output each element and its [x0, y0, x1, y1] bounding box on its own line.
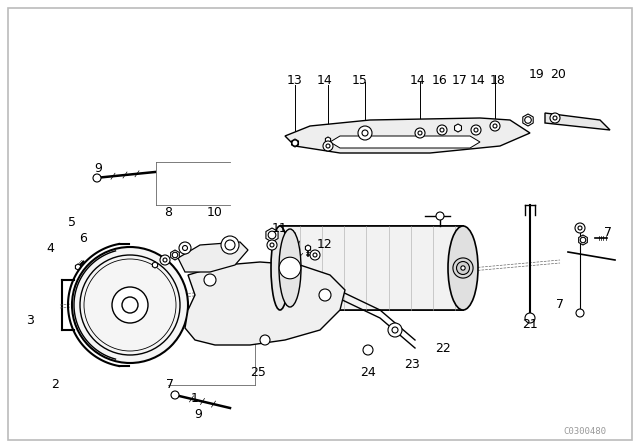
Circle shape	[553, 116, 557, 120]
Circle shape	[471, 125, 481, 135]
Circle shape	[204, 274, 216, 286]
Circle shape	[267, 240, 277, 250]
Circle shape	[72, 247, 188, 363]
Polygon shape	[454, 124, 461, 132]
Circle shape	[225, 240, 235, 250]
Circle shape	[122, 297, 138, 313]
Circle shape	[319, 289, 331, 301]
Bar	[280, 226, 463, 310]
Text: 9: 9	[94, 161, 102, 175]
Text: 1: 1	[191, 392, 199, 405]
Circle shape	[171, 391, 179, 399]
Text: 11: 11	[272, 221, 288, 234]
Text: 8: 8	[164, 206, 172, 219]
Text: 14: 14	[317, 73, 333, 86]
Text: 12: 12	[317, 238, 333, 251]
Polygon shape	[185, 262, 345, 345]
Polygon shape	[330, 136, 480, 148]
Polygon shape	[76, 264, 81, 270]
Text: 7: 7	[166, 379, 174, 392]
Ellipse shape	[271, 226, 289, 310]
Circle shape	[474, 128, 478, 132]
Circle shape	[362, 130, 368, 136]
Circle shape	[575, 223, 585, 233]
Circle shape	[392, 327, 398, 333]
Circle shape	[182, 246, 188, 250]
Circle shape	[326, 144, 330, 148]
Text: 20: 20	[550, 69, 566, 82]
Circle shape	[578, 226, 582, 230]
Circle shape	[493, 124, 497, 128]
Polygon shape	[152, 262, 157, 268]
Text: 7: 7	[604, 225, 612, 238]
Text: 23: 23	[404, 358, 420, 371]
Text: 17: 17	[452, 73, 468, 86]
Circle shape	[163, 258, 167, 262]
Polygon shape	[579, 235, 588, 245]
Circle shape	[550, 113, 560, 123]
Text: 24: 24	[360, 366, 376, 379]
Circle shape	[310, 250, 320, 260]
Text: 13: 13	[287, 73, 303, 86]
Circle shape	[437, 125, 447, 135]
Polygon shape	[523, 114, 533, 126]
Text: 25: 25	[250, 366, 266, 379]
Text: 14: 14	[470, 73, 486, 86]
Text: 5: 5	[68, 215, 76, 228]
Circle shape	[363, 345, 373, 355]
Text: 9: 9	[194, 409, 202, 422]
Ellipse shape	[448, 226, 478, 310]
Text: 3: 3	[26, 314, 34, 327]
Polygon shape	[292, 139, 298, 147]
Circle shape	[418, 131, 422, 135]
Circle shape	[93, 174, 101, 182]
Circle shape	[456, 262, 470, 275]
Polygon shape	[266, 228, 278, 242]
Text: 21: 21	[522, 319, 538, 332]
Circle shape	[221, 236, 239, 254]
Text: C0300480: C0300480	[563, 427, 607, 436]
Ellipse shape	[279, 229, 301, 307]
Circle shape	[260, 335, 270, 345]
Circle shape	[112, 287, 148, 323]
Polygon shape	[178, 242, 248, 272]
Circle shape	[358, 126, 372, 140]
Circle shape	[160, 255, 170, 265]
Text: 22: 22	[435, 341, 451, 354]
Text: 6: 6	[79, 232, 87, 245]
Circle shape	[440, 128, 444, 132]
Circle shape	[388, 323, 402, 337]
Circle shape	[292, 140, 298, 146]
Circle shape	[179, 242, 191, 254]
Text: 7: 7	[556, 298, 564, 311]
Circle shape	[576, 309, 584, 317]
Circle shape	[453, 258, 473, 278]
Text: 15: 15	[352, 73, 368, 86]
Circle shape	[415, 128, 425, 138]
Polygon shape	[325, 137, 331, 143]
Text: 19: 19	[529, 69, 545, 82]
Text: 2: 2	[51, 379, 59, 392]
Polygon shape	[545, 113, 610, 130]
Text: 16: 16	[432, 73, 448, 86]
Text: 10: 10	[207, 206, 223, 219]
Circle shape	[525, 313, 535, 323]
Polygon shape	[285, 118, 530, 153]
Polygon shape	[225, 239, 235, 251]
Circle shape	[436, 212, 444, 220]
Circle shape	[313, 253, 317, 257]
Circle shape	[279, 257, 301, 279]
Polygon shape	[171, 250, 179, 260]
Circle shape	[323, 141, 333, 151]
Circle shape	[270, 243, 274, 247]
Polygon shape	[305, 245, 310, 251]
Circle shape	[490, 121, 500, 131]
Text: 14: 14	[410, 73, 426, 86]
Text: 18: 18	[490, 73, 506, 86]
Text: 4: 4	[46, 241, 54, 254]
Circle shape	[461, 266, 465, 270]
